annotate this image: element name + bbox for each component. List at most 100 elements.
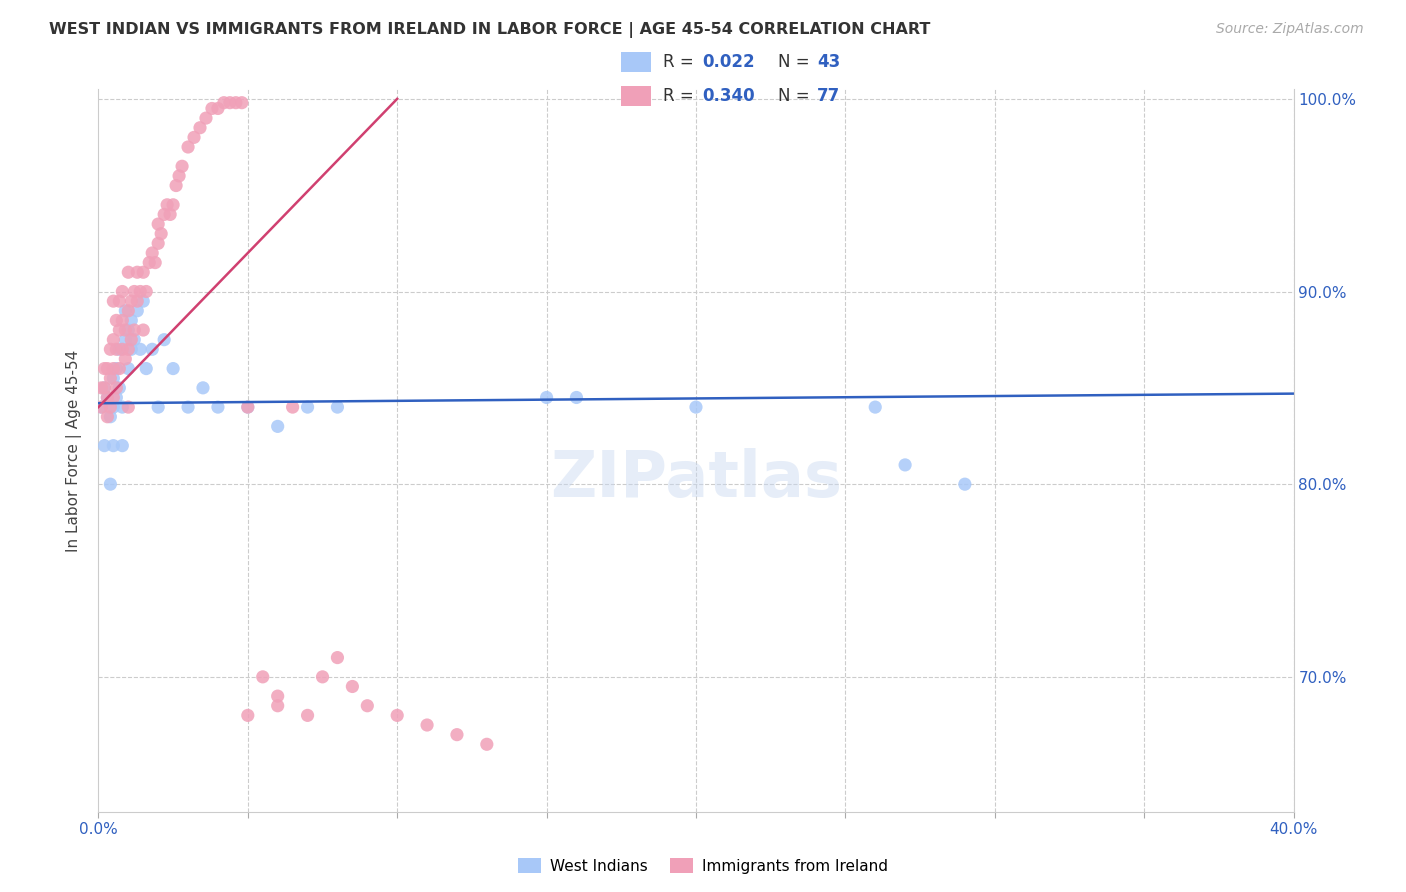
Point [177,140,200,154]
Text: 43: 43 [817,54,841,71]
Point [138,255,160,269]
Point [117,323,139,337]
Point [207,400,229,414]
Point [201,102,224,116]
Point [311,670,333,684]
Point [342,680,364,694]
Point [98,343,122,357]
Point [120,294,142,309]
Point [93,439,115,453]
Point [120,313,142,327]
Point [132,294,155,309]
Legend: West Indians, Immigrants from Ireland: West Indians, Immigrants from Ireland [512,852,894,880]
Point [267,419,290,434]
Text: 0.340: 0.340 [703,87,755,105]
Point [132,265,155,279]
Point [143,255,166,269]
Point [252,670,274,684]
Text: N =: N = [778,54,814,71]
Point [135,361,157,376]
Point [117,361,139,376]
Text: WEST INDIAN VS IMMIGRANTS FROM IRELAND IN LABOR FORCE | AGE 45-54 CORRELATION CH: WEST INDIAN VS IMMIGRANTS FROM IRELAND I… [49,22,931,38]
Point [156,198,179,212]
Point [103,371,125,385]
Point [148,236,170,251]
Point [124,333,146,347]
Point [267,689,290,703]
Point [114,303,136,318]
Point [177,400,200,414]
Text: 0.022: 0.022 [703,54,755,71]
Point [93,381,115,395]
Point [326,650,349,665]
Point [159,207,181,221]
Point [167,169,190,183]
Point [117,400,139,414]
Point [103,439,125,453]
Point [231,95,253,110]
Point [297,400,319,414]
Point [446,728,468,742]
Point [536,391,558,405]
FancyBboxPatch shape [620,86,651,106]
Point [114,333,136,347]
Text: R =: R = [664,87,699,105]
Point [172,159,194,173]
Point [111,313,134,327]
Point [90,381,112,395]
Point [236,400,259,414]
Point [124,285,146,299]
Point [148,217,170,231]
Point [153,333,176,347]
Text: 77: 77 [817,87,841,105]
Point [267,698,290,713]
Point [108,323,131,337]
Point [195,111,218,125]
Point [141,246,163,260]
Point [111,285,134,299]
FancyBboxPatch shape [620,52,651,72]
Point [124,323,146,337]
Point [153,207,176,221]
Point [219,95,242,110]
Point [894,458,917,472]
Point [93,381,115,395]
Point [865,400,887,414]
Point [236,708,259,723]
Point [96,361,118,376]
Point [98,477,122,491]
Point [148,400,170,414]
Point [150,227,173,241]
Point [98,400,122,414]
Point [105,313,128,327]
Y-axis label: In Labor Force | Age 45-54: In Labor Force | Age 45-54 [66,350,83,551]
Point [165,178,187,193]
Point [385,708,409,723]
Point [127,303,149,318]
Point [108,381,131,395]
Point [105,361,128,376]
Point [103,333,125,347]
Point [129,343,152,357]
Point [225,95,247,110]
Point [93,361,115,376]
Point [183,130,205,145]
Text: Source: ZipAtlas.com: Source: ZipAtlas.com [1216,22,1364,37]
Point [105,343,128,357]
Point [98,409,122,424]
Point [90,400,112,414]
Point [90,400,112,414]
Point [108,361,131,376]
Point [111,400,134,414]
Point [105,391,128,405]
Point [117,303,139,318]
Point [565,391,588,405]
Point [135,285,157,299]
Point [188,120,211,135]
Point [953,477,976,491]
Point [127,294,149,309]
Point [111,343,134,357]
Point [103,294,125,309]
Point [96,409,118,424]
Point [120,343,142,357]
